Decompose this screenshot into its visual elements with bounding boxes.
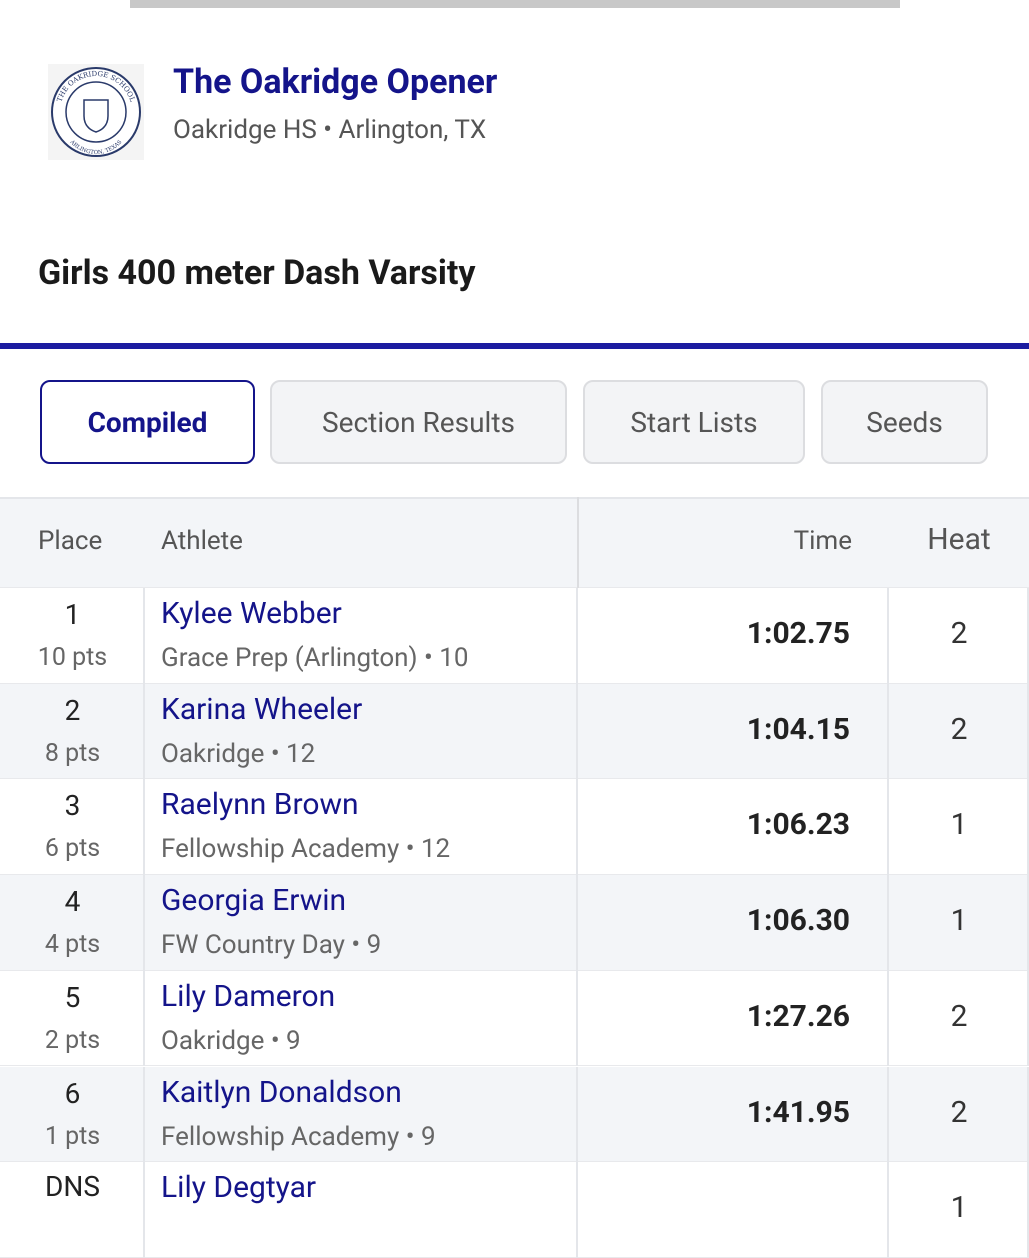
tab[interactable]: Compiled — [40, 380, 255, 464]
header-place: Place — [38, 526, 103, 556]
header-athlete: Athlete — [161, 526, 243, 556]
athlete-name[interactable]: Georgia Erwin — [161, 883, 347, 919]
cell — [145, 970, 578, 1067]
time: 1:41.95 — [746, 1094, 850, 1130]
points: 8 pts — [44, 738, 101, 768]
cell — [145, 1066, 578, 1163]
athlete-team: Fellowship Academy • 9 — [161, 1121, 436, 1152]
heat: 1 — [950, 1190, 968, 1226]
column-divider — [577, 497, 579, 588]
tab[interactable]: Seeds — [821, 380, 988, 464]
heat: 2 — [950, 711, 968, 747]
heat: 1 — [950, 903, 968, 939]
cell — [889, 683, 1029, 780]
cell — [889, 588, 1029, 684]
athlete-name[interactable]: Kylee Webber — [161, 596, 342, 631]
cell — [578, 588, 889, 684]
athlete-team: Oakridge • 12 — [161, 738, 316, 769]
cell — [145, 779, 578, 876]
cell — [0, 683, 145, 780]
time: 1:06.30 — [746, 903, 850, 939]
row-bg — [0, 588, 1029, 684]
header-heat: Heat — [927, 522, 991, 557]
athlete-name[interactable]: Karina Wheeler — [161, 691, 363, 727]
cell — [889, 1066, 1029, 1163]
time: 1:27.26 — [746, 998, 850, 1034]
divider — [0, 343, 1029, 349]
place: DNS — [45, 1170, 100, 1204]
cell — [0, 779, 145, 876]
cell — [578, 683, 889, 780]
cell — [578, 1162, 889, 1258]
logo: THE OAKRIDGE SCHOOL ARLINGTON, TEXAS — [48, 64, 144, 160]
cell — [578, 875, 889, 971]
athlete-name[interactable]: Kaitlyn Donaldson — [161, 1074, 402, 1110]
cell — [145, 683, 578, 780]
cell — [145, 875, 578, 971]
row-bg — [0, 970, 1029, 1067]
meet-title[interactable]: The Oakridge Opener — [173, 62, 498, 102]
athlete-name[interactable]: Lily Degtyar — [161, 1170, 317, 1206]
place: 1 — [64, 598, 81, 631]
athlete-team: Fellowship Academy • 12 — [161, 834, 451, 865]
place: 3 — [64, 789, 81, 823]
cell — [0, 588, 145, 684]
tab[interactable]: Start Lists — [583, 380, 805, 464]
cell — [578, 1066, 889, 1163]
place: 6 — [64, 1076, 81, 1110]
athlete-name[interactable]: Lily Dameron — [161, 978, 336, 1014]
heat: 2 — [950, 616, 968, 651]
table-border — [0, 497, 1029, 499]
points: 1 pts — [44, 1121, 101, 1151]
row-bg — [0, 779, 1029, 876]
time: 1:02.75 — [746, 616, 850, 651]
header-time: Time — [793, 526, 852, 556]
points: 4 pts — [44, 930, 101, 960]
cell — [889, 779, 1029, 876]
row-bg — [0, 875, 1029, 971]
points: 10 pts — [37, 643, 108, 672]
cell — [889, 875, 1029, 971]
cell — [0, 875, 145, 971]
athlete-team: Grace Prep (Arlington) • 10 — [161, 643, 469, 673]
points: 2 pts — [44, 1025, 101, 1055]
row-bg — [0, 497, 1029, 588]
meet-location: Oakridge HS • Arlington, TX — [173, 115, 487, 145]
cell — [0, 1066, 145, 1163]
heat: 2 — [950, 998, 968, 1034]
row-bg — [0, 1066, 1029, 1163]
points: 6 pts — [44, 834, 101, 864]
row-bg — [0, 683, 1029, 780]
place: 2 — [64, 693, 81, 727]
cell — [0, 970, 145, 1067]
place: 5 — [64, 980, 81, 1014]
tab[interactable]: Section Results — [270, 380, 567, 464]
event-title: Girls 400 meter Dash Varsity — [38, 253, 476, 293]
time: 1:06.23 — [746, 807, 850, 843]
time: 1:04.15 — [746, 711, 850, 747]
cell — [145, 588, 578, 684]
heat: 2 — [950, 1094, 968, 1130]
cell — [578, 779, 889, 876]
top-bar — [130, 0, 900, 8]
place: 4 — [64, 885, 81, 919]
athlete-team: Oakridge • 9 — [161, 1025, 301, 1056]
athlete-team: FW Country Day • 9 — [161, 930, 382, 961]
athlete-name[interactable]: Raelynn Brown — [161, 787, 359, 823]
cell — [889, 970, 1029, 1067]
heat: 1 — [950, 807, 968, 843]
cell — [578, 970, 889, 1067]
